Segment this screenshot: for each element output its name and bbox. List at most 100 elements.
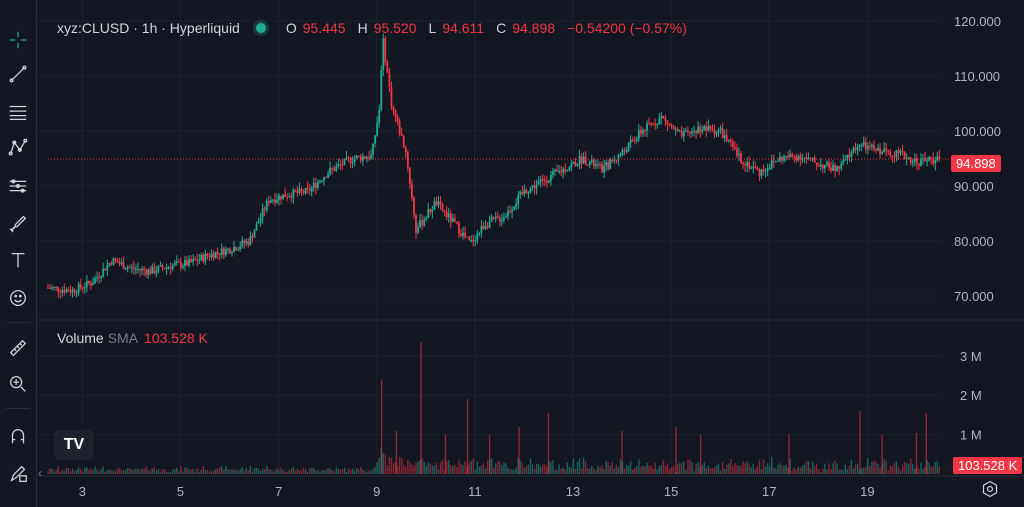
candle xyxy=(251,235,254,238)
candle xyxy=(629,139,632,143)
candle xyxy=(697,126,700,134)
fib-icon[interactable] xyxy=(4,98,32,126)
candle xyxy=(823,164,826,169)
volume-bar xyxy=(57,466,59,474)
volume-bar xyxy=(174,469,176,474)
volume-bar xyxy=(736,464,738,474)
low-value: 94.611 xyxy=(442,20,485,36)
candle xyxy=(220,248,223,255)
volume-bar xyxy=(914,468,916,474)
candle xyxy=(208,256,211,258)
volume-bar xyxy=(734,463,736,474)
candle xyxy=(662,116,665,119)
volume-bar xyxy=(413,465,415,474)
tradingview-logo[interactable]: TV xyxy=(54,430,94,460)
volume-bar xyxy=(533,468,536,474)
emoji-icon[interactable] xyxy=(4,284,32,312)
volume-bar xyxy=(456,466,458,474)
candle xyxy=(881,152,884,155)
candle xyxy=(592,159,595,167)
volume-bar xyxy=(198,471,200,474)
volume-bar xyxy=(392,463,395,474)
volume-spike-bar xyxy=(881,434,883,474)
volume-bar xyxy=(629,461,632,474)
candle xyxy=(447,213,450,217)
candle xyxy=(873,144,875,150)
measure-lines-icon[interactable] xyxy=(4,172,32,200)
volume-bar xyxy=(176,467,178,474)
volume-spike-bar xyxy=(621,430,623,474)
candle xyxy=(341,164,344,166)
volume-bar xyxy=(707,465,710,474)
volume-bar xyxy=(658,466,660,474)
volume-legend[interactable]: Volume SMA 103.528 K xyxy=(57,330,208,346)
volume-bar xyxy=(486,460,489,474)
volume-bar xyxy=(468,463,470,474)
price-chart[interactable]: 120.000 110.000 100.000 90.000 80.000 70.000 3… xyxy=(36,0,1024,507)
volume-bar xyxy=(172,470,174,474)
candle xyxy=(595,164,597,167)
candle xyxy=(915,157,918,164)
symbol-label[interactable]: xyz:CLUSD · 1h · Hyperliquid xyxy=(57,20,240,36)
pattern-icon[interactable] xyxy=(4,134,32,162)
volume-bar xyxy=(396,465,399,474)
ruler-icon[interactable] xyxy=(4,334,32,362)
volume-bar xyxy=(441,459,444,474)
candle xyxy=(216,252,219,254)
volume-bar xyxy=(104,471,106,474)
volume-bar xyxy=(223,470,225,474)
candle xyxy=(282,194,285,200)
candle xyxy=(764,171,767,173)
price-tick-label: 90.000 xyxy=(954,179,994,194)
volume-bar xyxy=(701,465,703,474)
candle xyxy=(55,287,58,289)
volume-bar xyxy=(625,464,628,474)
candle xyxy=(758,169,761,176)
candle xyxy=(81,287,84,289)
candle xyxy=(445,211,448,217)
settings-gear-icon[interactable] xyxy=(980,479,1000,499)
candle xyxy=(327,173,329,178)
crosshair-icon[interactable] xyxy=(4,26,32,54)
volume-bar xyxy=(820,471,822,474)
lock-pencil-icon[interactable] xyxy=(4,460,32,488)
candle xyxy=(625,151,628,153)
candle xyxy=(126,267,129,269)
candle xyxy=(415,215,417,233)
volume-bar xyxy=(775,468,777,474)
candle xyxy=(394,109,397,117)
volume-bar xyxy=(905,463,908,474)
volume-bar xyxy=(343,467,346,474)
volume-bar xyxy=(317,470,319,474)
volume-bar xyxy=(681,462,683,474)
volume-bar xyxy=(255,467,258,474)
open-value: 95.445 xyxy=(302,20,346,36)
volume-bar xyxy=(204,469,207,474)
candle xyxy=(406,151,409,168)
candle xyxy=(249,235,252,245)
candle xyxy=(431,209,434,213)
volume-bar xyxy=(752,464,755,474)
volume-bar xyxy=(922,468,924,474)
candle xyxy=(693,130,695,132)
brush-icon[interactable] xyxy=(4,208,32,236)
candle xyxy=(934,160,937,164)
volume-bar xyxy=(86,467,88,474)
volume-spike-bar xyxy=(788,434,790,474)
candle xyxy=(523,189,526,194)
candle xyxy=(727,139,730,142)
volume-bar xyxy=(584,461,587,474)
trend-line-icon[interactable] xyxy=(4,60,32,88)
volume-bar xyxy=(462,465,464,474)
candle xyxy=(398,121,401,134)
volume-bar xyxy=(313,468,315,474)
volume-bar xyxy=(856,463,859,474)
collapse-toolbar-icon[interactable]: ‹ xyxy=(38,466,42,480)
volume-bar xyxy=(458,460,460,474)
zoom-icon[interactable] xyxy=(4,370,32,398)
volume-bar xyxy=(869,465,871,474)
volume-bar xyxy=(544,464,546,474)
text-icon[interactable] xyxy=(4,246,32,274)
magnet-icon[interactable] xyxy=(4,422,32,450)
volume-bar xyxy=(627,465,630,474)
